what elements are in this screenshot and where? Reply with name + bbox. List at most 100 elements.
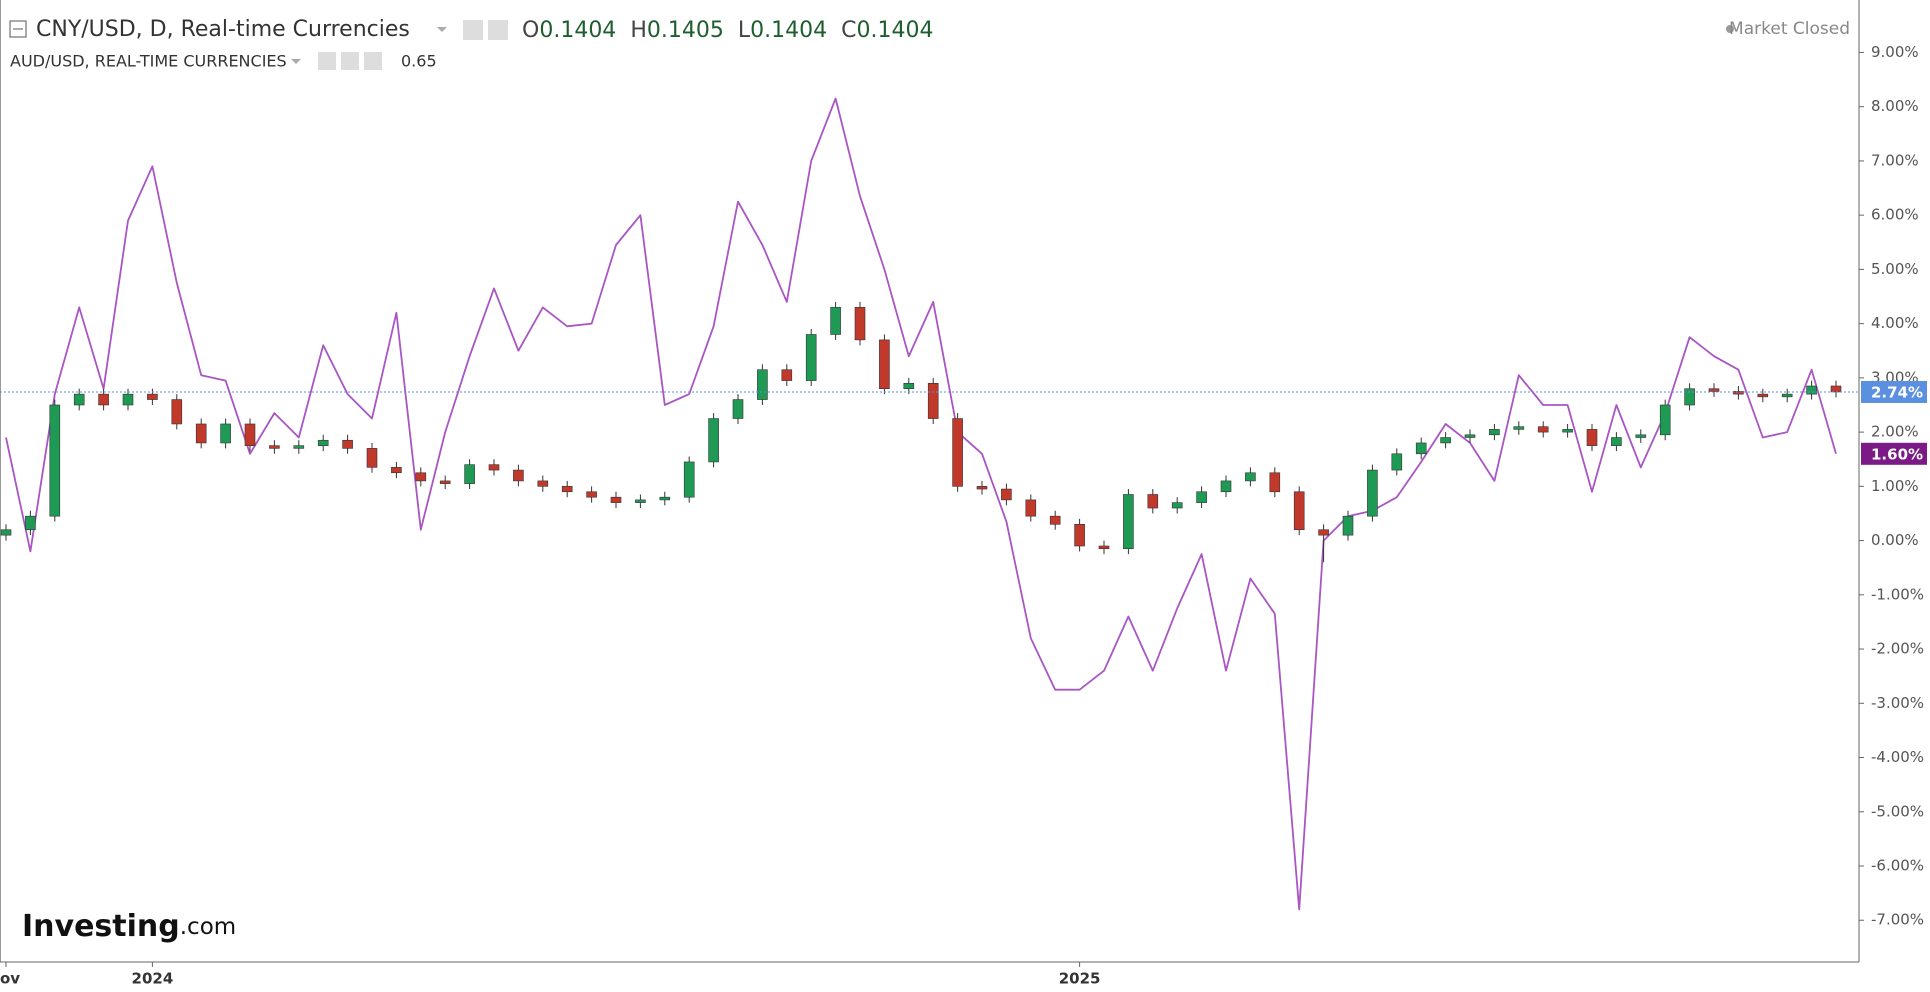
- ohlc-value: 0.1404: [750, 18, 827, 43]
- watermark-brand: Investing: [22, 909, 180, 944]
- candle-body: [659, 496, 671, 501]
- candle-body: [1049, 515, 1061, 525]
- x-tick-label: 2025: [1059, 970, 1101, 988]
- candle-body: [1440, 437, 1451, 444]
- candle-body: [488, 464, 500, 471]
- candle-body: [879, 339, 890, 390]
- candle-body: [0, 529, 12, 536]
- y-tick-label: 4.00%: [1871, 314, 1919, 332]
- candle-body: [732, 399, 744, 419]
- x-tick-label: ov: [0, 970, 20, 988]
- y-tick-label: 6.00%: [1871, 206, 1919, 224]
- ohlc-label: H: [630, 18, 647, 43]
- candle-body: [781, 369, 793, 381]
- last-value-label: 2.74%: [1871, 383, 1923, 401]
- settings-icon[interactable]: [341, 52, 359, 70]
- candle-body: [903, 382, 915, 390]
- candle-body: [1635, 434, 1647, 438]
- y-tick-label: 0.00%: [1871, 531, 1919, 549]
- candle-body: [1489, 429, 1500, 436]
- candle-body: [171, 399, 183, 425]
- candle-body: [1245, 472, 1256, 482]
- candle-body: [366, 448, 378, 468]
- candle-body: [757, 369, 768, 400]
- candle-body: [317, 439, 329, 446]
- candle-body: [805, 334, 817, 381]
- y-tick-label: 7.00%: [1871, 151, 1919, 169]
- candle-body: [98, 393, 109, 406]
- candle-body: [1830, 385, 1842, 393]
- candle-body: [1708, 388, 1720, 392]
- candle-body: [1318, 529, 1329, 536]
- ohlc-value: 0.1405: [647, 18, 724, 43]
- candle-body: [439, 480, 451, 484]
- candle-body: [1293, 491, 1305, 531]
- candle-body: [49, 404, 61, 517]
- dropdown-arrow[interactable]: [291, 59, 301, 64]
- candle-body: [122, 393, 134, 406]
- candle-body: [1171, 502, 1183, 509]
- candle-body: [195, 423, 207, 444]
- candle-body: [1781, 393, 1793, 398]
- candle-body: [1220, 480, 1232, 493]
- y-tick-label: -2.00%: [1871, 640, 1924, 658]
- x-tick-label: 2024: [132, 970, 174, 988]
- candle-body: [269, 445, 280, 449]
- y-tick-label: 5.00%: [1871, 260, 1919, 278]
- candle-body: [1586, 429, 1598, 446]
- candle-body: [1684, 388, 1695, 406]
- y-tick-label: -7.00%: [1871, 911, 1924, 929]
- candle-body: [610, 496, 622, 503]
- ohlc-label: L: [738, 18, 751, 43]
- eye-icon[interactable]: [318, 52, 336, 70]
- candle-body: [220, 423, 231, 444]
- eye-icon[interactable]: [463, 20, 483, 40]
- candle-body: [1611, 437, 1622, 446]
- candle-body: [513, 469, 524, 482]
- overlay-value: 0.65: [401, 52, 437, 71]
- candle-body: [1415, 442, 1427, 455]
- collapse-icon[interactable]: [9, 20, 27, 38]
- candle-body: [1659, 404, 1671, 436]
- candle-body: [1001, 488, 1012, 501]
- plot-area: [0, 97, 1842, 911]
- candle-body: [1806, 385, 1817, 395]
- candle-body: [683, 461, 695, 498]
- candle-body: [25, 515, 36, 531]
- candle-body: [1123, 494, 1134, 550]
- candle-body: [342, 439, 353, 449]
- candle-body: [147, 393, 158, 400]
- settings-icon[interactable]: [488, 20, 508, 40]
- y-tick-label: -1.00%: [1871, 585, 1924, 603]
- y-tick-label: -3.00%: [1871, 694, 1924, 712]
- candle-body: [1562, 429, 1573, 433]
- candle-body: [1733, 391, 1744, 395]
- candle-body: [1147, 494, 1159, 509]
- last-value-box: [1861, 380, 1927, 403]
- candle-body: [1513, 426, 1525, 430]
- dropdown-arrow[interactable]: [437, 27, 447, 32]
- market-status: Market Closed: [1729, 19, 1850, 39]
- candle-body: [73, 393, 85, 406]
- candle-body: [537, 480, 549, 487]
- candle-body: [561, 486, 573, 493]
- overlay-title: AUD/USD, REAL-TIME CURRENCIES: [10, 52, 287, 71]
- y-tick-label: 1.00%: [1871, 477, 1919, 495]
- close-icon[interactable]: [364, 52, 382, 70]
- last-value-box: [1861, 442, 1927, 465]
- candle-body: [708, 418, 719, 463]
- candle-body: [293, 445, 305, 449]
- y-tick-label: -6.00%: [1871, 857, 1924, 875]
- watermark-suffix: .com: [180, 914, 236, 940]
- candle-body: [952, 418, 963, 487]
- candle-body: [976, 486, 988, 490]
- ohlc-label: C: [841, 18, 856, 43]
- watermark: Investing.com: [22, 909, 236, 944]
- candle-body: [1537, 426, 1549, 433]
- series-line: [5, 97, 1837, 911]
- candle-body: [415, 472, 427, 482]
- candle-body: [464, 464, 475, 484]
